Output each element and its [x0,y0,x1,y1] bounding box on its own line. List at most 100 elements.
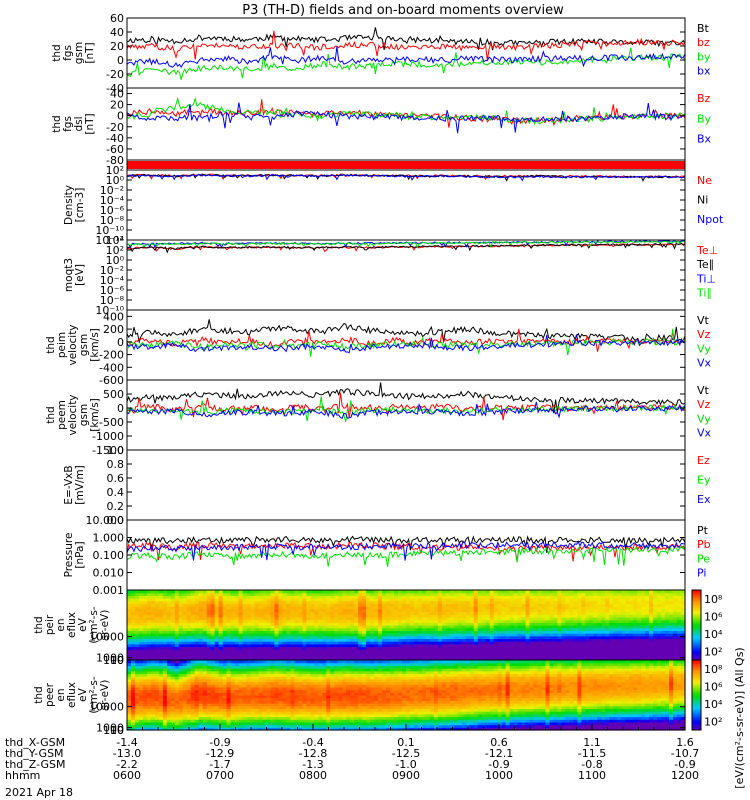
y-axis-label: sr-eV) [99,680,111,711]
y-tick-label: 10² [106,164,124,177]
heatmap-peir_eflux [127,590,686,661]
y-axis-label: peir [44,614,56,635]
x-row-label: hhmm [5,769,40,782]
legend-label: Vx [697,427,712,440]
y-axis-label: eV [77,617,89,631]
series-line-pressure-1 [126,541,686,562]
y-axis-label: en [55,618,67,631]
series-line-peem_velocity-3 [126,401,686,419]
series-line-peim_velocity-3 [126,334,686,354]
legend-label: Ne [697,174,712,187]
y-axis-label: gsm [73,42,85,64]
y-axis-label: eV [77,687,89,701]
y-axis-label: velocity [67,394,79,435]
legend-label: Bt [697,22,710,35]
y-axis-label: thd [45,406,57,423]
y-tick-label: 0.100 [93,549,125,562]
y-axis-label: [nT] [84,42,96,63]
legend-label: bx [697,65,711,78]
series-line-pressure-0 [126,535,686,553]
y-tick-label: 10⁻¹⁰ [95,304,124,317]
series-line-fgs_gsm-3 [126,46,686,69]
y-tick-label: 0 [117,336,124,349]
y-axis-label: [nT] [84,113,96,134]
legend-label: Vz [697,328,711,341]
y-tick-label: 0 [117,54,124,67]
y-tick-label: 10.000 [86,514,125,527]
y-axis-label: [mV/m] [74,465,86,504]
y-tick-label: 10² [106,244,124,257]
legend-label: Ey [697,474,711,487]
y-axis-label: (cm²-s- [88,606,100,644]
series-line-temperature-1 [126,242,686,254]
y-tick-label: 1.000 [93,532,125,545]
y-tick-label: -20 [106,68,124,81]
y-tick-label: -60 [106,143,124,156]
y-axis-label: [km/s] [89,398,101,432]
y-axis-label: [km/s] [89,328,101,362]
series-line-fgs_gsm-1 [126,30,686,61]
y-tick-label: 10⁻¹⁰ [95,224,124,237]
x-tick-label: 0.1 [397,736,415,749]
y-axis-label: velocity [67,324,79,365]
y-axis-label: gsm [78,334,90,356]
x-tick-label: 0700 [206,769,234,782]
legend-label: Te⊥ [696,244,718,257]
legend-label: Ti⊥ [696,272,716,285]
series-line-fgs_dsl-1 [126,96,686,126]
y-tick-label: 10⁻⁶ [100,284,125,297]
y-tick-label: -40 [106,82,124,95]
y-axis-label: thd [33,686,45,703]
x-tick-label: 0800 [299,769,327,782]
legend-label: Bx [697,133,712,146]
y-tick-label: 0.010 [93,567,125,580]
legend-label: Pi [697,567,706,580]
legend-label: Vt [697,314,710,327]
y-tick-label: 20 [110,40,124,53]
y-tick-label: 10⁰ [106,254,125,267]
x-tick-label: 0900 [392,769,420,782]
x-row-label: thd_Y-GSM [5,747,64,760]
y-tick-label: 10⁴ [106,234,125,247]
x-tick-label: 1.6 [676,736,694,749]
x-tick-label: -12.5 [392,747,420,760]
date-label: 2021 Apr 18 [5,786,73,799]
series-line-peem_velocity-0 [126,382,686,414]
y-axis-label: thd [51,115,63,132]
colorbar-tick-label: 10⁸ [704,663,723,676]
y-tick-label: 0.4 [107,486,125,499]
y-tick-label: 10⁻² [100,264,124,277]
legend-label: Ti∥ [696,287,712,300]
panel-frame [126,449,686,521]
x-tick-label: 1200 [671,769,699,782]
legend-label: Ni [697,194,708,207]
y-tick-label: 10000 [89,701,124,714]
legend-label: Ez [697,454,710,467]
y-tick-label: 10000 [89,631,124,644]
x-axis: thd_X-GSM -1.4 -0.9 -0.4 0.1 0.6 1.1 1.6 thd_Y-G… [5,724,699,782]
legend-label: Vx [697,357,712,370]
y-tick-label: 100 [103,654,124,667]
panel-temperature: Te⊥Te∥Ti⊥Ti∥10⁴10²10⁰10⁻²10⁻⁴10⁻⁶10⁻⁸10⁻… [63,234,718,317]
y-tick-label: -1500 [92,444,124,457]
x-tick-label: -1.0 [395,758,416,771]
y-axis-label: Pressure [63,533,75,578]
y-axis-label: fgs [62,45,74,61]
y-tick-label: 1.0 [107,444,125,457]
y-tick-label: 10⁻⁸ [100,214,125,227]
legend-label: Vy [697,342,711,355]
y-tick-label: 10⁻⁸ [100,294,125,307]
legend-label: Te∥ [696,258,714,271]
panel-frame [126,87,686,161]
series-line-temperature-3 [126,240,686,249]
y-tick-label: 0.001 [93,584,125,597]
x-tick-label: -2.2 [116,758,137,771]
y-tick-label: 10⁻² [100,184,124,197]
y-tick-label: 0 [117,402,124,415]
y-tick-label: 60 [110,12,124,25]
